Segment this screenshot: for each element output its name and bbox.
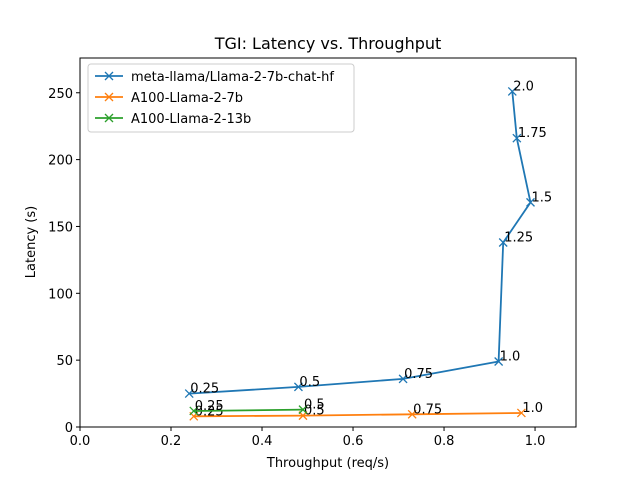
x-tick-label: 0.8 [434,434,455,449]
x-tick-label: 0.4 [252,434,273,449]
legend-marker [104,92,114,102]
y-tick-label: 250 [48,87,73,102]
plot-frame [79,57,577,428]
data-point-label: 1.0 [500,349,521,364]
x-tick-label: 1.0 [525,434,546,449]
series-0: 0.25 0.5 0.75 1.0 1.25 1.5 1.75 2.0 [184,79,552,399]
series-line [189,91,532,395]
x-tick-label: 0.2 [161,434,182,449]
data-point-marker [498,238,508,247]
y-tick-label: 100 [48,287,73,302]
data-point-label: 0.5 [304,398,325,413]
data-point-label: 1.75 [518,126,547,141]
data-point-label: 2.0 [513,79,534,94]
legend-box [87,63,355,133]
data-point-label: 0.5 [299,375,320,390]
data-point-label: 0.75 [404,367,433,382]
marker-stroke [498,238,508,247]
series-line [193,412,522,418]
data-point-marker [512,133,522,143]
marker-stroke [526,197,535,207]
data-point-marker [298,405,308,415]
legend-label: A100-Llama-2-13b [131,112,251,127]
y-axis-ticks: 0 50 100 150 200 250 [48,87,80,436]
data-point-marker [526,197,535,207]
data-point-marker [293,382,303,392]
legend-entry: meta-llama/Llama-2-7b-chat-hf [95,70,334,85]
legend: meta-llama/Llama-2-7b-chat-hf A100-Llama-… [87,63,355,133]
data-point-label: 0.75 [413,402,442,417]
marker-stroke [516,408,526,418]
series-2: 0.25 0.5 [189,398,325,416]
data-point-label: 1.5 [531,190,552,205]
data-point-marker [516,408,526,418]
x-axis-ticks: 0.0 0.2 0.4 0.6 0.8 1.0 [70,427,546,449]
data-point-marker [184,389,194,399]
data-point-marker [189,406,199,416]
series-layer: 0.25 0.5 0.75 1.0 1.25 1.5 1.75 2.0 0.25 0.5 0.75 1… [184,79,552,421]
y-tick-label: 0 [65,421,73,436]
marker-stroke [507,86,517,96]
series-line [193,408,304,412]
x-tick-label: 0.6 [343,434,364,449]
y-tick-label: 150 [48,220,73,235]
legend-entry: A100-Llama-2-7b [95,91,243,106]
marker-stroke [184,389,194,399]
data-point-label: 0.5 [304,404,325,419]
y-tick-label: 200 [48,154,73,169]
legend-marker [104,71,114,81]
data-point-marker [494,357,504,366]
data-point-label: 0.25 [195,399,224,414]
marker-stroke [298,405,308,415]
series-1: 0.25 0.5 0.75 1.0 [189,401,543,421]
marker-stroke [494,357,504,366]
marker-stroke [398,374,408,384]
marker-stroke [407,409,417,419]
marker-stroke [293,382,303,392]
data-point-marker [398,374,408,384]
x-axis-label: Throughput (req/s) [266,456,389,471]
data-point-marker [407,409,417,419]
marker-stroke [189,406,199,416]
data-point-label: 1.0 [522,401,543,416]
data-point-label: 0.25 [190,382,219,397]
data-point-label: 0.25 [195,404,224,419]
data-point-label: 1.25 [504,231,533,246]
x-tick-label: 0.0 [70,434,91,449]
legend-label: meta-llama/Llama-2-7b-chat-hf [131,70,334,85]
data-point-marker [507,86,517,96]
chart-title: TGI: Latency vs. Throughput [214,34,442,53]
marker-stroke [512,133,522,143]
y-axis-label: Latency (s) [24,206,39,278]
legend-entry: A100-Llama-2-13b [95,112,251,127]
legend-marker [104,113,114,123]
y-tick-label: 50 [56,354,73,369]
legend-label: A100-Llama-2-7b [131,91,243,106]
